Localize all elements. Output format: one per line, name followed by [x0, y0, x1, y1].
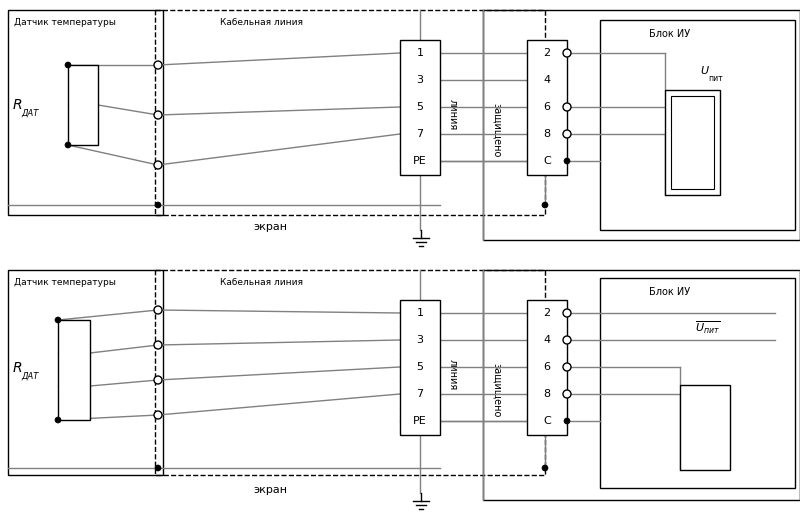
Circle shape	[154, 161, 162, 169]
Text: пит: пит	[708, 74, 722, 83]
Text: 4: 4	[543, 335, 550, 345]
Bar	[600, 20, 795, 230]
Circle shape	[65, 62, 71, 68]
Text: Кабельная линия: Кабельная линия	[220, 278, 303, 287]
Text: Блок ИУ: Блок ИУ	[650, 29, 690, 39]
Text: экран: экран	[253, 485, 287, 495]
Text: $R$: $R$	[12, 361, 22, 375]
Circle shape	[563, 390, 571, 398]
Circle shape	[65, 142, 71, 148]
Circle shape	[55, 317, 61, 323]
Bar	[155, 270, 545, 475]
Text: 7: 7	[417, 389, 423, 399]
Bar	[527, 40, 567, 175]
Text: 1: 1	[417, 308, 423, 318]
Bar	[680, 385, 730, 470]
Text: линия: линия	[448, 359, 458, 391]
Bar	[483, 270, 800, 500]
Bar	[8, 270, 163, 475]
Bar	[483, 10, 800, 240]
Circle shape	[154, 111, 162, 119]
Text: Блок ИУ: Блок ИУ	[650, 287, 690, 297]
Circle shape	[563, 363, 571, 371]
Text: Датчик температуры: Датчик температуры	[14, 278, 116, 287]
Bar	[8, 10, 163, 215]
Circle shape	[154, 341, 162, 349]
Text: С: С	[543, 416, 551, 426]
Bar	[665, 90, 720, 195]
Text: PE: PE	[413, 416, 427, 426]
Bar	[400, 40, 440, 175]
Text: защищено: защищено	[492, 363, 502, 417]
Circle shape	[563, 103, 571, 111]
Bar	[527, 300, 567, 435]
Circle shape	[154, 306, 162, 314]
Circle shape	[563, 336, 571, 344]
Text: ДАТ: ДАТ	[21, 109, 38, 118]
Circle shape	[563, 309, 571, 317]
Circle shape	[564, 158, 570, 164]
Text: ИЗМ: ИЗМ	[679, 142, 698, 151]
Text: $R$: $R$	[670, 131, 680, 145]
Text: 5: 5	[417, 102, 423, 112]
Circle shape	[154, 411, 162, 419]
Circle shape	[542, 465, 548, 471]
Circle shape	[563, 49, 571, 57]
Circle shape	[563, 130, 571, 138]
Text: 8: 8	[543, 129, 550, 139]
Text: 5: 5	[417, 362, 423, 372]
Circle shape	[55, 417, 61, 423]
Text: Кабельная линия: Кабельная линия	[220, 18, 303, 27]
Text: 3: 3	[417, 335, 423, 345]
Text: 1: 1	[417, 48, 423, 58]
Text: $U$: $U$	[700, 64, 710, 76]
Text: 3: 3	[417, 75, 423, 85]
Text: 4: 4	[543, 75, 550, 85]
Text: 2: 2	[543, 48, 550, 58]
Text: $\overline{U_{пит}}$: $\overline{U_{пит}}$	[695, 320, 720, 336]
Circle shape	[154, 61, 162, 69]
Bar	[68, 65, 98, 145]
Text: ДАТ: ДАТ	[21, 372, 38, 381]
Text: Датчик температуры: Датчик температуры	[14, 18, 116, 27]
Circle shape	[542, 202, 548, 208]
Text: 6: 6	[543, 362, 550, 372]
Text: $R$: $R$	[12, 98, 22, 112]
Text: С: С	[543, 156, 551, 166]
Circle shape	[564, 418, 570, 424]
Circle shape	[155, 202, 161, 208]
Text: защищено: защищено	[492, 103, 502, 157]
Circle shape	[155, 465, 161, 471]
Bar	[600, 278, 795, 488]
Text: $R$: $R$	[685, 413, 695, 427]
Circle shape	[154, 376, 162, 384]
Text: ИЗМ: ИЗМ	[694, 424, 713, 433]
Text: 7: 7	[417, 129, 423, 139]
Text: экран: экран	[253, 222, 287, 232]
Bar	[58, 320, 90, 420]
Text: линия: линия	[448, 99, 458, 131]
Bar	[155, 10, 545, 215]
Text: 8: 8	[543, 389, 550, 399]
Text: 6: 6	[543, 102, 550, 112]
Text: PE: PE	[413, 156, 427, 166]
Bar	[671, 96, 714, 189]
Bar	[400, 300, 440, 435]
Text: 2: 2	[543, 308, 550, 318]
